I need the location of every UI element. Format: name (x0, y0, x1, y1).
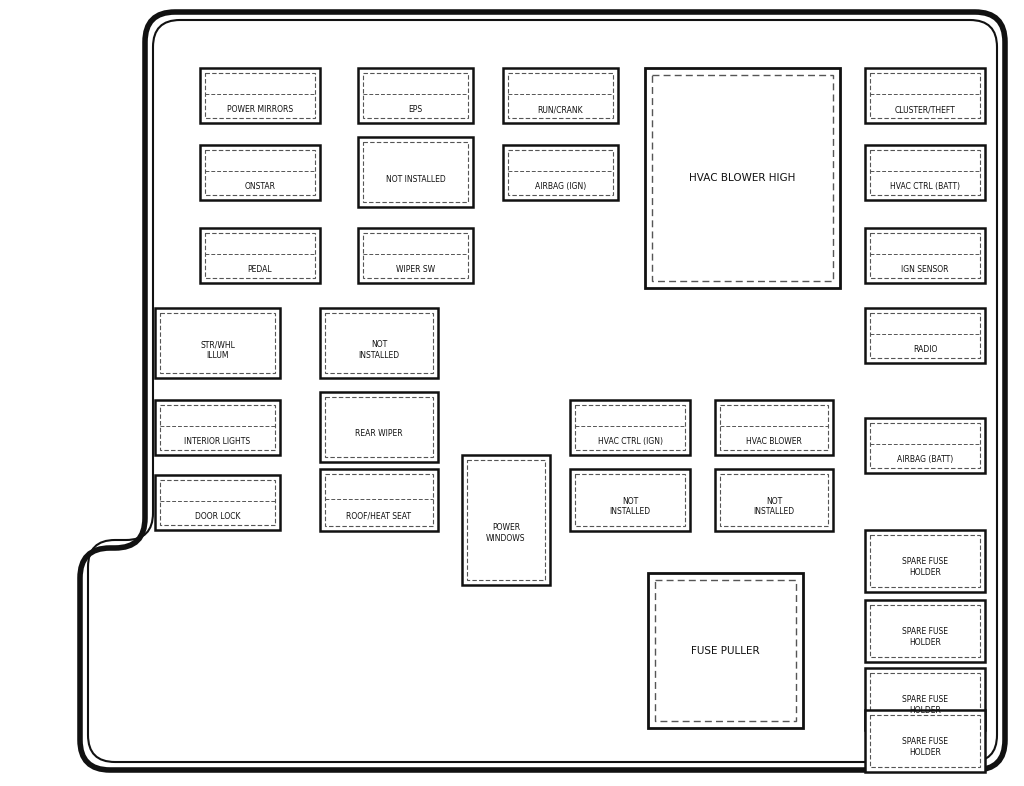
Bar (865, 228, 985, 283)
Bar (467, 460, 545, 580)
Bar (503, 145, 618, 200)
Text: EPS: EPS (409, 105, 423, 114)
Bar (155, 400, 280, 455)
Bar (870, 605, 980, 657)
Text: NOT
INSTALLED: NOT INSTALLED (358, 340, 399, 360)
Bar (319, 308, 438, 378)
Text: INTERIOR LIGHTS: INTERIOR LIGHTS (184, 437, 251, 446)
Bar (570, 469, 690, 531)
Bar (870, 233, 980, 278)
Text: NOT INSTALLED: NOT INSTALLED (386, 174, 445, 183)
Text: IGN SENSOR: IGN SENSOR (901, 266, 949, 274)
Text: RUN/CRANK: RUN/CRANK (538, 105, 584, 114)
Text: NOT
INSTALLED: NOT INSTALLED (609, 497, 650, 516)
Bar (870, 715, 980, 767)
Bar (362, 142, 468, 202)
Bar (319, 392, 438, 462)
Text: ONSTAR: ONSTAR (245, 182, 275, 191)
Text: ROOF/HEAT SEAT: ROOF/HEAT SEAT (346, 512, 412, 520)
Bar (870, 673, 980, 725)
Bar (200, 68, 319, 123)
Bar (319, 469, 438, 531)
Bar (865, 68, 985, 123)
Bar (865, 668, 985, 730)
Text: HVAC BLOWER HIGH: HVAC BLOWER HIGH (689, 173, 796, 183)
Text: HVAC CTRL (IGN): HVAC CTRL (IGN) (597, 437, 663, 446)
Text: WIPER SW: WIPER SW (396, 266, 435, 274)
Bar (865, 418, 985, 473)
Bar (362, 73, 468, 118)
PathPatch shape (80, 12, 1005, 770)
Text: SPARE FUSE
HOLDER: SPARE FUSE HOLDER (902, 557, 948, 577)
Bar (870, 150, 980, 195)
Text: AIRBAG (IGN): AIRBAG (IGN) (535, 182, 586, 191)
Text: SPARE FUSE
HOLDER: SPARE FUSE HOLDER (902, 696, 948, 715)
Bar (358, 137, 473, 207)
Text: CLUSTER/THEFT: CLUSTER/THEFT (895, 105, 955, 114)
Bar (575, 405, 685, 450)
Bar (865, 308, 985, 363)
Text: RADIO: RADIO (912, 345, 937, 354)
Bar (648, 573, 803, 728)
Bar (715, 469, 833, 531)
Bar (720, 405, 828, 450)
Bar (645, 68, 840, 288)
Text: SPARE FUSE
HOLDER: SPARE FUSE HOLDER (902, 737, 948, 757)
Bar (358, 68, 473, 123)
Bar (652, 75, 833, 281)
Text: REAR WIPER: REAR WIPER (355, 429, 402, 439)
Bar (205, 150, 315, 195)
Bar (205, 233, 315, 278)
Text: SPARE FUSE
HOLDER: SPARE FUSE HOLDER (902, 627, 948, 647)
Text: POWER MIRRORS: POWER MIRRORS (227, 105, 293, 114)
Bar (503, 68, 618, 123)
Bar (508, 73, 613, 118)
Bar (358, 228, 473, 283)
Text: POWER
WINDOWS: POWER WINDOWS (486, 523, 525, 542)
Bar (870, 73, 980, 118)
Bar (870, 313, 980, 358)
Text: STR/WHL
ILLUM: STR/WHL ILLUM (200, 340, 234, 360)
Bar (325, 313, 433, 373)
Text: PEDAL: PEDAL (248, 266, 272, 274)
Bar (865, 145, 985, 200)
Text: AIRBAG (BATT): AIRBAG (BATT) (897, 455, 953, 465)
Bar (865, 710, 985, 772)
Bar (155, 475, 280, 530)
Bar (508, 150, 613, 195)
Bar (200, 228, 319, 283)
Bar (870, 535, 980, 587)
Text: HVAC BLOWER: HVAC BLOWER (746, 437, 802, 446)
Bar (325, 474, 433, 526)
Bar (325, 397, 433, 457)
Bar (200, 145, 319, 200)
Text: DOOR LOCK: DOOR LOCK (195, 512, 241, 521)
Bar (715, 400, 833, 455)
Text: FUSE PULLER: FUSE PULLER (691, 645, 760, 656)
Bar (655, 580, 796, 721)
Bar (720, 474, 828, 526)
Bar (575, 474, 685, 526)
Bar (205, 73, 315, 118)
Text: NOT
INSTALLED: NOT INSTALLED (754, 497, 795, 516)
Bar (155, 308, 280, 378)
Bar (160, 405, 275, 450)
Bar (865, 600, 985, 662)
Bar (462, 455, 550, 585)
Bar (870, 423, 980, 468)
Bar (160, 313, 275, 373)
Bar (865, 530, 985, 592)
Bar (570, 400, 690, 455)
Bar (362, 233, 468, 278)
Text: HVAC CTRL (BATT): HVAC CTRL (BATT) (890, 182, 961, 191)
Bar (160, 480, 275, 525)
